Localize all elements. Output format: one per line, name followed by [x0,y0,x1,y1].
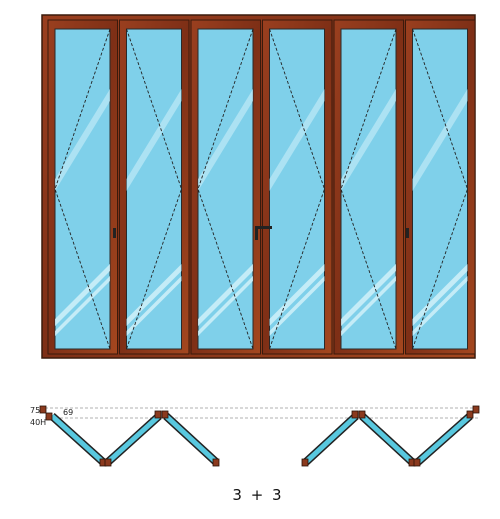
handle [258,226,272,229]
panel-plan-glass [50,414,105,464]
hinge [154,410,162,419]
glass-highlight [55,276,110,336]
glass-highlight [126,264,182,326]
glass [340,28,397,350]
opening-indicator [54,28,111,350]
glass-highlight [341,276,396,336]
glass-highlight [198,89,253,191]
glass-highlight [269,89,325,191]
glass-highlight [55,89,110,191]
hinge [39,405,47,414]
glass-highlight [412,264,468,326]
hinge [358,410,366,419]
opening-indicator [412,28,468,350]
hinge [472,405,480,414]
glass-highlight [126,89,182,191]
handle [255,226,258,240]
panel-plan-glass [360,414,414,464]
glass-highlight [341,89,396,191]
glass-highlight [269,276,325,336]
glass-highlight [55,264,110,326]
opening-indicator [269,28,325,350]
panels [47,19,476,355]
hinge [466,410,474,419]
hinge [161,410,169,419]
hinge [301,458,309,467]
hinge [351,410,359,419]
glass-highlight [412,89,468,191]
glass-highlight [341,264,396,326]
panel-plan-glass [164,414,218,464]
glass [269,28,325,350]
panel-plan-glass [106,414,161,464]
hinge [104,458,112,467]
glass [197,28,254,350]
hinge [413,458,421,467]
glass [412,28,468,350]
opening-indicator [340,28,397,350]
glass-highlight [269,264,325,326]
glass [54,28,111,350]
plan-view [39,405,480,467]
glass-highlight [198,264,253,326]
handle [406,228,409,238]
height-label: 40H [30,418,46,427]
glass-highlight [126,276,182,336]
caption: 3 + 3 [232,486,283,504]
handle [113,228,116,238]
glass-highlight [198,276,253,336]
panel-plan-glass [304,414,358,464]
hinge [45,412,53,421]
panel-plan-glass [416,414,472,464]
glass [126,28,182,350]
opening-indicator [197,28,254,350]
glass-highlight [412,276,468,336]
opening-indicator [126,28,182,350]
angle-label: 69 [63,408,73,417]
offset-label: 75 [30,406,40,415]
hinge [212,458,220,467]
